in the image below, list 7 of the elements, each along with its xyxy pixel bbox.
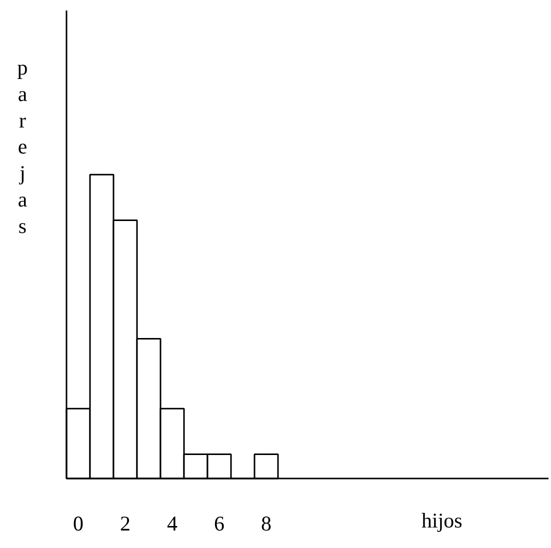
- y-axis-title: parejas: [17, 56, 28, 238]
- x-tick-label: 8: [261, 512, 272, 536]
- x-tick-label: 2: [120, 512, 130, 536]
- x-tick-label: 6: [214, 512, 224, 536]
- x-tick-label: 0: [73, 512, 84, 536]
- text: hijos: [422, 508, 462, 532]
- x-tick-label: 4: [167, 512, 178, 536]
